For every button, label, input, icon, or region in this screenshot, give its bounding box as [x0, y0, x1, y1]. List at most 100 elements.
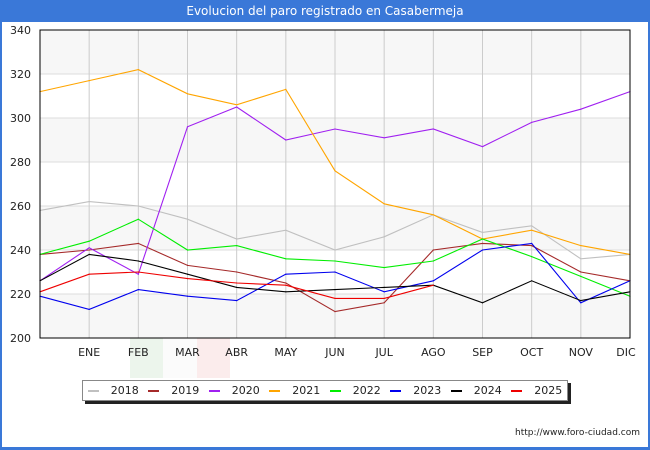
data-point-2020 [334, 128, 336, 130]
data-point-2019 [481, 242, 484, 244]
legend-label: 2020 [231, 384, 260, 397]
x-tick-label: FEB [128, 346, 149, 359]
data-point-2024 [186, 273, 189, 275]
legend-item-2020: 2020 [208, 384, 260, 397]
data-point-2025 [186, 278, 189, 280]
data-point-2018 [334, 249, 336, 251]
x-tick-label: SEP [472, 346, 493, 359]
data-point-2024 [236, 286, 238, 288]
y-tick-label: 340 [10, 24, 31, 37]
data-point-2024 [137, 260, 139, 262]
data-point-2022 [531, 256, 533, 258]
data-point-2021 [432, 214, 434, 216]
data-point-2019 [88, 249, 90, 251]
data-point-2021 [88, 80, 90, 82]
data-point-2024 [383, 286, 385, 288]
data-point-2022 [285, 258, 287, 260]
data-point-2018 [531, 225, 533, 227]
legend-swatch [87, 389, 99, 392]
data-point-2019 [285, 282, 287, 284]
data-point-2022 [432, 260, 434, 262]
series-lines [39, 69, 631, 313]
legend-label: 2023 [413, 384, 442, 397]
data-point-2020 [236, 106, 238, 108]
data-point-2021 [137, 69, 139, 71]
data-point-2020 [531, 121, 533, 123]
y-tick-label: 300 [10, 112, 31, 125]
data-point-2024 [334, 289, 336, 291]
data-point-2024 [481, 302, 484, 304]
y-tick-label: 200 [10, 332, 31, 345]
data-point-2021 [580, 245, 582, 247]
x-tick-label: ENE [78, 346, 100, 359]
legend-swatch [329, 389, 341, 392]
data-point-2023 [334, 271, 336, 273]
data-point-2018 [88, 201, 90, 203]
legend-item-2022: 2022 [329, 384, 381, 397]
data-point-2023 [580, 302, 582, 304]
flag-watermark [130, 338, 230, 378]
x-tick-label: AGO [421, 346, 446, 359]
data-point-2020 [137, 273, 139, 275]
legend: 2018 2019 2020 2021 2022 2023 2024 2025 [82, 380, 568, 401]
data-point-2018 [285, 229, 287, 231]
y-tick-label: 240 [10, 244, 31, 257]
x-tick-label: MAY [274, 346, 297, 359]
data-point-2020 [481, 146, 484, 148]
legend-label: 2021 [292, 384, 321, 397]
data-point-2022 [137, 218, 139, 220]
legend-item-2024: 2024 [450, 384, 502, 397]
data-point-2019 [531, 245, 533, 247]
data-point-2020 [580, 108, 582, 110]
data-point-2025 [137, 271, 139, 273]
legend-item-2023: 2023 [390, 384, 441, 397]
legend-item-2019: 2019 [148, 384, 199, 397]
data-point-2024 [580, 300, 582, 302]
data-point-2018 [383, 236, 385, 238]
data-point-2023 [88, 308, 90, 310]
y-tick-label: 260 [10, 200, 31, 213]
data-point-2023 [236, 300, 238, 302]
y-axis-ticks: 200 220 240 260 280 300 320 340 [10, 24, 31, 345]
data-point-2025 [334, 297, 336, 299]
data-point-2023 [481, 249, 484, 251]
data-point-2022 [580, 275, 582, 277]
y-tick-label: 220 [10, 288, 31, 301]
legend-swatch [511, 389, 523, 392]
data-point-2021 [285, 88, 287, 90]
legend-item-2018: 2018 [87, 384, 139, 397]
data-point-2022 [236, 245, 238, 247]
data-point-2019 [137, 242, 139, 244]
legend-label: 2024 [473, 384, 502, 397]
data-point-2023 [285, 273, 287, 275]
data-point-2023 [432, 280, 434, 282]
legend-swatch [390, 389, 402, 392]
data-point-2024 [531, 280, 533, 282]
data-point-2025 [88, 273, 90, 275]
x-tick-label: DIC [616, 346, 636, 359]
legend-swatch [148, 389, 160, 392]
data-point-2022 [334, 260, 336, 262]
data-point-2020 [88, 247, 90, 249]
data-point-2021 [334, 170, 336, 172]
legend-label: 2018 [110, 384, 139, 397]
legend-label: 2019 [171, 384, 200, 397]
data-point-2021 [236, 104, 238, 106]
data-point-2018 [236, 238, 238, 240]
data-point-2022 [383, 267, 385, 269]
x-tick-label: JUL [374, 346, 393, 359]
data-point-2025 [432, 284, 434, 286]
x-axis-ticks: ENE FEB MAR ABR MAY JUN JUL AGO SEP OCT NOV DIC [78, 346, 636, 359]
data-point-2022 [186, 249, 189, 251]
data-point-2023 [531, 242, 533, 244]
y-tick-label: 280 [10, 156, 31, 169]
data-point-2021 [383, 203, 385, 205]
data-point-2025 [383, 297, 385, 299]
plot-border [39, 29, 631, 339]
data-point-2019 [580, 271, 582, 273]
legend-swatch [208, 389, 220, 392]
data-point-2019 [334, 311, 336, 313]
data-point-2018 [186, 218, 189, 220]
legend-swatch [269, 389, 281, 392]
